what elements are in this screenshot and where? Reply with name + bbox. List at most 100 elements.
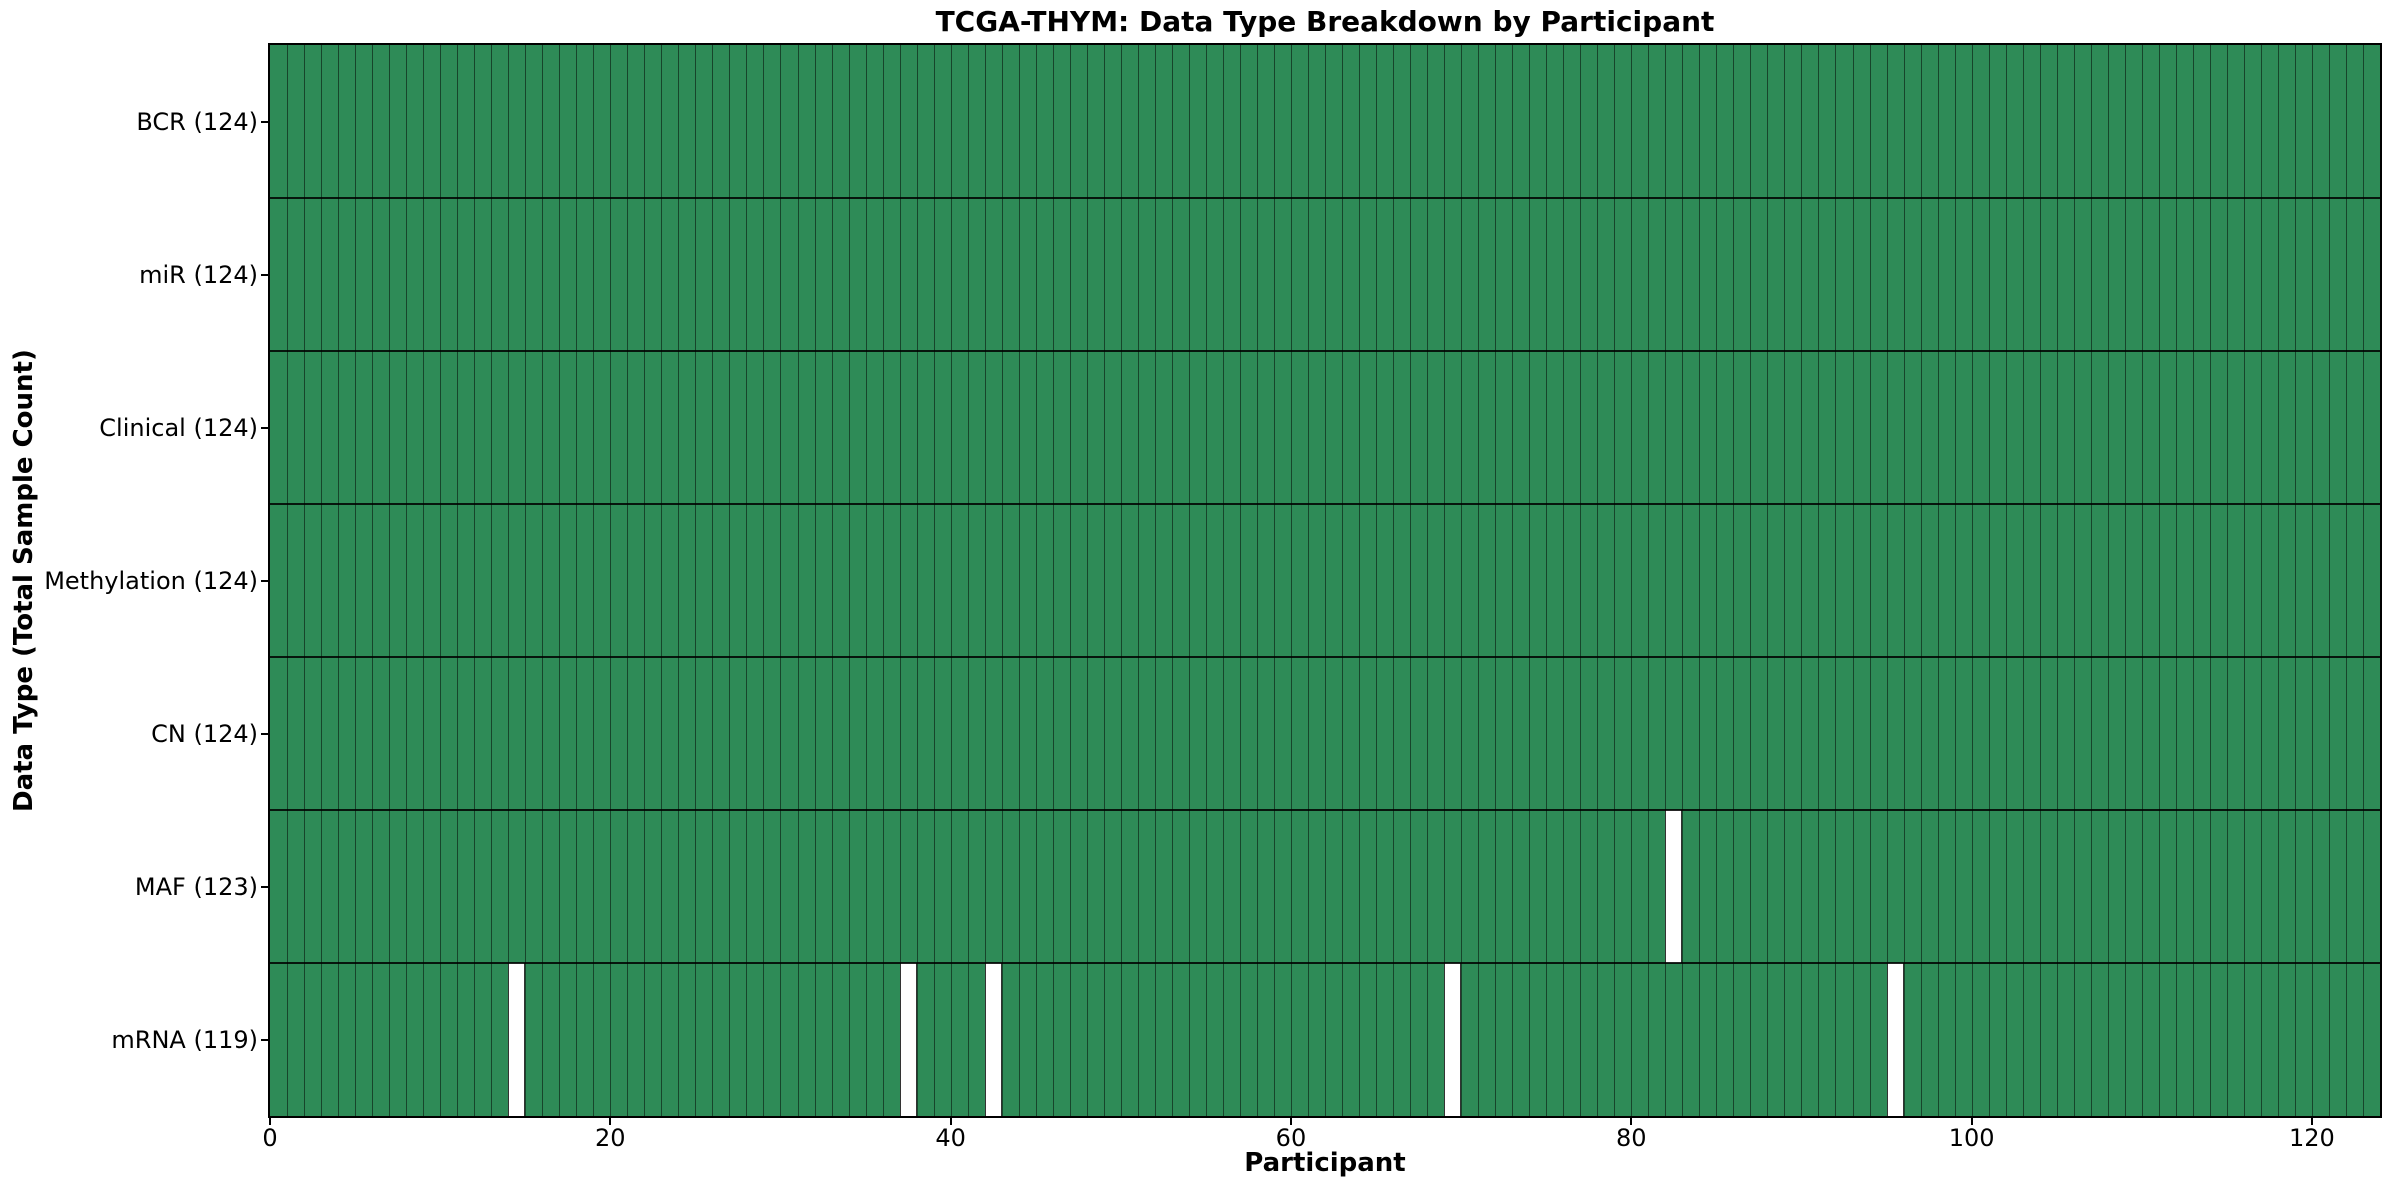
cell-edge-line bbox=[1852, 45, 1854, 1116]
cell-edge-line bbox=[848, 45, 850, 1116]
y-tick-mark bbox=[261, 426, 268, 429]
cell-edge-line bbox=[2022, 45, 2024, 1116]
cell-edge-line bbox=[1376, 45, 1378, 1116]
cell-edge-line bbox=[1937, 45, 1939, 1116]
cell-edge-line bbox=[304, 45, 306, 1116]
cell-edge-line bbox=[2362, 45, 2364, 1116]
y-tick-label: Clinical (124) bbox=[99, 413, 258, 442]
cell-edge-line bbox=[2124, 45, 2126, 1116]
cell-edge-line bbox=[1495, 45, 1497, 1116]
cell-edge-line bbox=[1954, 45, 1956, 1116]
x-tick-label: 60 bbox=[1275, 1124, 1307, 1152]
cell-edge-line bbox=[559, 45, 561, 1116]
x-tick-mark bbox=[949, 1118, 952, 1125]
chart-title: TCGA-THYM: Data Type Breakdown by Partic… bbox=[935, 5, 1715, 38]
cell-edge-line bbox=[1597, 45, 1599, 1116]
cell-edge-line bbox=[2226, 45, 2228, 1116]
y-tick-mark bbox=[261, 579, 268, 582]
cell-edge-line bbox=[2209, 45, 2211, 1116]
cell-edge-line bbox=[1086, 45, 1088, 1116]
y-tick-label: CN (124) bbox=[151, 719, 258, 748]
cell-edge-line bbox=[1154, 45, 1156, 1116]
cell-edge-line bbox=[2056, 45, 2058, 1116]
cell-edge-line bbox=[1903, 45, 1905, 1116]
cell-edge-line bbox=[1325, 45, 1326, 1116]
cell-edge-line bbox=[1869, 45, 1871, 1116]
cell-edge-line bbox=[712, 45, 714, 1116]
cell-edge-line bbox=[627, 45, 629, 1116]
cell-edge-line bbox=[1359, 45, 1361, 1116]
cell-edge-line bbox=[355, 45, 357, 1116]
cell-edge-line bbox=[1273, 45, 1275, 1116]
cell-edge-line bbox=[882, 45, 884, 1116]
cell-edge-line bbox=[1188, 45, 1190, 1116]
cell-edge-line bbox=[678, 45, 680, 1116]
cell-edge-line bbox=[542, 45, 544, 1116]
cell-edge-line bbox=[389, 45, 391, 1116]
absent-cell-mRNA-69 bbox=[1444, 963, 1462, 1116]
cell-edge-line bbox=[1444, 45, 1446, 1116]
x-tick-mark bbox=[269, 1118, 271, 1125]
cell-edge-line bbox=[2311, 45, 2313, 1116]
cell-edge-line bbox=[1342, 45, 1344, 1116]
cell-edge-line bbox=[950, 45, 952, 1116]
cell-edge-line bbox=[831, 45, 833, 1116]
cell-edge-line bbox=[2345, 45, 2347, 1116]
cell-edge-line bbox=[967, 45, 969, 1116]
cell-edge-line bbox=[1801, 45, 1803, 1116]
cell-edge-line bbox=[1018, 45, 1020, 1116]
cell-edge-line bbox=[797, 45, 799, 1116]
cell-edge-line bbox=[1052, 45, 1054, 1116]
cell-edge-line bbox=[1818, 45, 1820, 1116]
cell-edge-line bbox=[1171, 45, 1173, 1116]
cell-edge-line bbox=[338, 45, 340, 1116]
cell-edge-line bbox=[729, 45, 731, 1116]
cell-edge-line bbox=[1478, 45, 1480, 1116]
cell-edge-line bbox=[2277, 45, 2279, 1116]
cell-edge-line bbox=[1427, 45, 1429, 1116]
cell-edge-line bbox=[1069, 45, 1071, 1116]
cell-edge-line bbox=[1307, 45, 1309, 1116]
y-tick-mark bbox=[261, 885, 268, 888]
cell-edge-line bbox=[2090, 45, 2092, 1116]
cell-edge-line bbox=[1631, 45, 1633, 1116]
x-tick-label: 20 bbox=[595, 1124, 626, 1152]
x-tick-mark bbox=[1630, 1118, 1633, 1125]
cell-edge-line bbox=[933, 45, 935, 1116]
cell-edge-line bbox=[865, 45, 867, 1116]
row-divider bbox=[270, 197, 2380, 199]
cell-edge-line bbox=[916, 45, 918, 1116]
cell-edge-line bbox=[593, 45, 595, 1116]
cell-edge-line bbox=[525, 45, 527, 1116]
cell-edge-line bbox=[1580, 45, 1582, 1116]
cell-edge-line bbox=[576, 45, 578, 1116]
cell-edge-line bbox=[372, 45, 374, 1116]
y-tick-label: MAF (123) bbox=[134, 872, 258, 901]
absent-cell-MAF-82 bbox=[1665, 810, 1683, 963]
x-tick-mark bbox=[2310, 1118, 2313, 1125]
absent-cell-mRNA-95 bbox=[1886, 963, 1904, 1116]
x-axis-title: Participant bbox=[1244, 1148, 1406, 1178]
row-divider bbox=[270, 962, 2380, 964]
cell-edge-line bbox=[610, 45, 612, 1116]
cell-edge-line bbox=[695, 45, 697, 1116]
cell-edge-line bbox=[763, 45, 765, 1116]
cell-edge-line bbox=[814, 45, 816, 1116]
cell-edge-line bbox=[1120, 45, 1122, 1116]
cell-edge-line bbox=[1733, 45, 1735, 1116]
cell-edge-line bbox=[1137, 45, 1139, 1116]
cell-edge-line bbox=[2175, 45, 2177, 1116]
cell-edge-line bbox=[2243, 45, 2245, 1116]
y-tick-label: BCR (124) bbox=[136, 107, 258, 136]
y-tick-label: mRNA (119) bbox=[111, 1025, 258, 1054]
cell-edge-line bbox=[661, 45, 663, 1116]
cell-edge-line bbox=[474, 45, 476, 1116]
y-tick-label: Methylation (124) bbox=[44, 566, 258, 595]
x-tick-label: 40 bbox=[935, 1124, 966, 1152]
cell-edge-line bbox=[1750, 45, 1752, 1116]
cell-edge-line bbox=[1784, 45, 1786, 1116]
cell-edge-line bbox=[423, 45, 425, 1116]
cell-edge-line bbox=[287, 45, 289, 1116]
cell-edge-line bbox=[1920, 45, 1922, 1116]
cell-edge-line bbox=[746, 45, 748, 1116]
